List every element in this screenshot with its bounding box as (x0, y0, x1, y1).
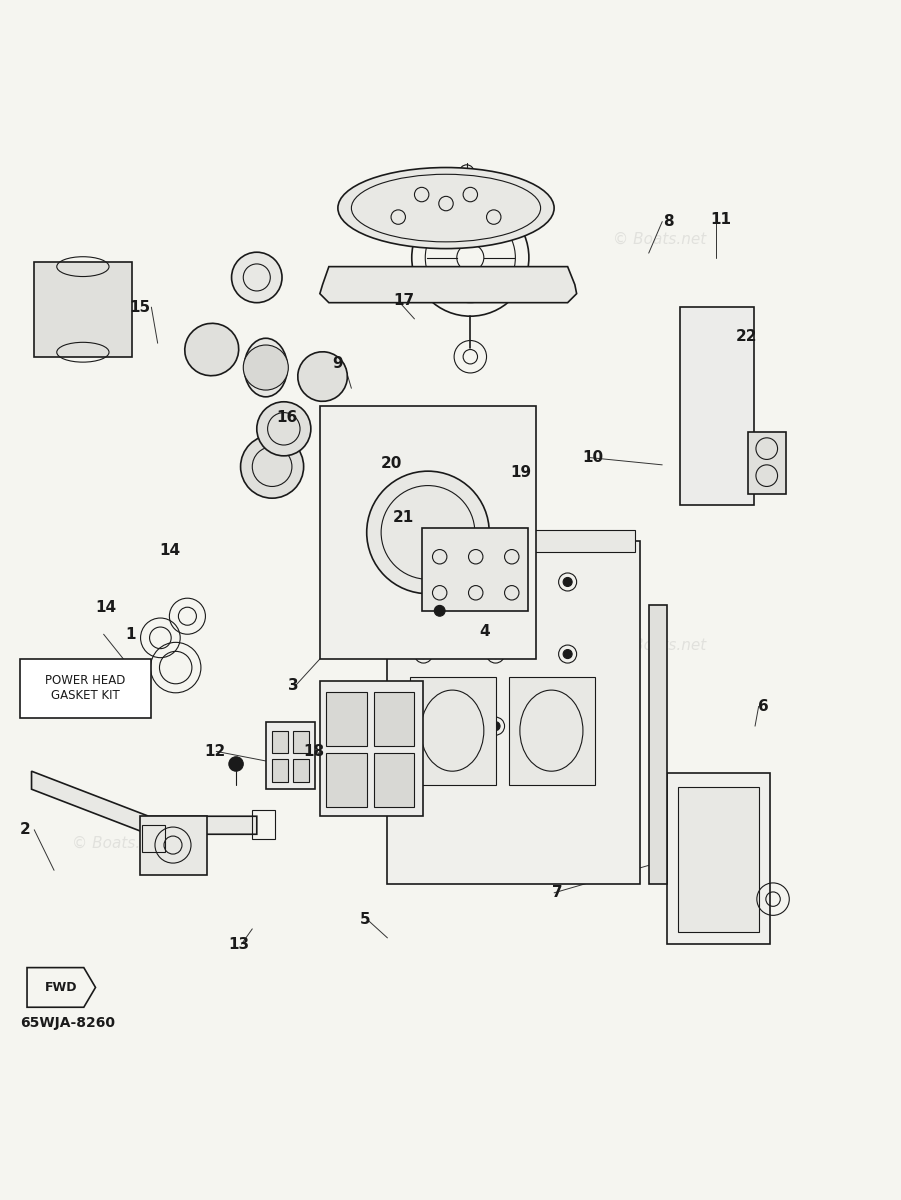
Bar (374, 692, 414, 746)
Text: 1: 1 (125, 626, 136, 642)
Bar (748, 432, 786, 493)
Circle shape (491, 649, 500, 659)
Text: 21: 21 (393, 510, 414, 524)
Bar (649, 605, 667, 884)
Text: 65WJA-8260: 65WJA-8260 (20, 1016, 114, 1031)
Ellipse shape (50, 274, 115, 350)
Circle shape (243, 346, 288, 390)
Text: 20: 20 (381, 456, 403, 470)
Circle shape (563, 721, 572, 731)
Text: © Boats.net: © Boats.net (613, 232, 705, 247)
Circle shape (491, 577, 500, 587)
Circle shape (419, 577, 428, 587)
Bar (410, 677, 496, 785)
Text: 14: 14 (159, 542, 180, 558)
Text: © Boats.net: © Boats.net (613, 637, 705, 653)
Circle shape (257, 402, 311, 456)
Bar (140, 816, 207, 875)
Bar (680, 307, 754, 505)
Bar (326, 754, 367, 808)
Polygon shape (32, 772, 257, 834)
Bar (422, 528, 528, 611)
Bar (387, 541, 640, 884)
Text: FWD: FWD (45, 980, 77, 994)
Bar (252, 810, 275, 839)
Text: 16: 16 (276, 410, 297, 426)
Ellipse shape (185, 323, 239, 376)
Circle shape (241, 436, 304, 498)
Circle shape (419, 649, 428, 659)
Bar (326, 692, 367, 746)
Polygon shape (320, 266, 577, 302)
Text: 14: 14 (96, 600, 117, 614)
Text: 18: 18 (303, 744, 324, 758)
Circle shape (419, 721, 428, 731)
Text: 10: 10 (582, 450, 604, 466)
Bar (320, 407, 536, 659)
Circle shape (563, 649, 572, 659)
Text: 12: 12 (204, 744, 225, 758)
Circle shape (367, 472, 489, 594)
Text: 3: 3 (287, 678, 298, 694)
Ellipse shape (244, 338, 287, 397)
Text: © Boats.net: © Boats.net (342, 637, 435, 653)
Bar (272, 760, 288, 782)
Bar (272, 731, 288, 754)
Text: © Boats.net: © Boats.net (72, 835, 165, 851)
Text: 17: 17 (393, 293, 414, 308)
Bar (509, 677, 595, 785)
Text: 2: 2 (20, 822, 31, 838)
Text: 4: 4 (479, 624, 490, 640)
Ellipse shape (297, 352, 348, 401)
Text: 15: 15 (129, 300, 150, 314)
Circle shape (491, 721, 500, 731)
Text: 19: 19 (510, 464, 532, 480)
Text: 11: 11 (710, 212, 732, 227)
Bar (142, 826, 165, 852)
Text: 9: 9 (332, 356, 343, 372)
Text: POWER HEAD
GASKET KIT: POWER HEAD GASKET KIT (45, 674, 126, 702)
Text: 13: 13 (228, 937, 250, 952)
Circle shape (232, 252, 282, 302)
Circle shape (434, 606, 445, 617)
Ellipse shape (338, 168, 554, 248)
Bar (320, 682, 423, 816)
Bar (293, 731, 309, 754)
Text: 5: 5 (359, 912, 370, 928)
Bar (410, 529, 635, 552)
Circle shape (229, 757, 243, 772)
Text: 22: 22 (735, 330, 757, 344)
Circle shape (563, 577, 572, 587)
Text: 7: 7 (551, 886, 562, 900)
Bar (374, 754, 414, 808)
Bar (34, 262, 132, 356)
Bar (667, 773, 770, 944)
Text: 8: 8 (663, 214, 674, 229)
FancyBboxPatch shape (20, 659, 151, 718)
Bar (266, 721, 315, 790)
Bar (293, 760, 309, 782)
Bar (678, 787, 759, 931)
Text: 6: 6 (758, 698, 769, 714)
